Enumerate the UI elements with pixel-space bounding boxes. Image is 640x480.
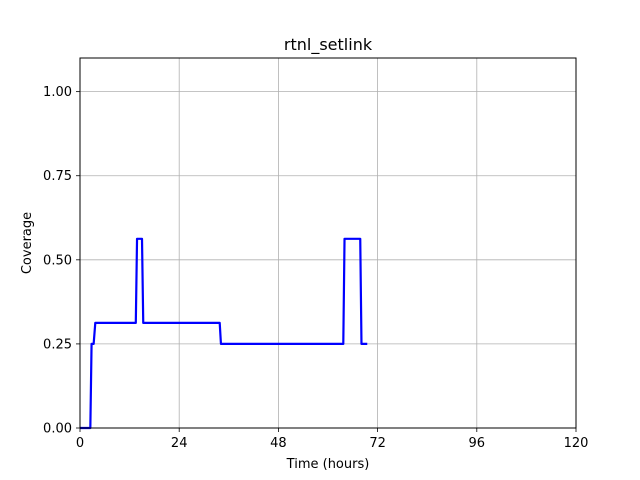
x-axis-label: Time (hours): [286, 457, 370, 472]
x-tick-label-2: 48: [270, 436, 287, 451]
x-tick-label-4: 96: [469, 436, 486, 451]
y-axis-label: Coverage: [20, 212, 35, 274]
y-tick-label-0: 0.00: [43, 422, 72, 437]
chart-title: rtnl_setlink: [284, 35, 373, 55]
plot-frame: [79, 57, 577, 429]
coverage-line-0: [80, 237, 368, 430]
series-layer: [80, 237, 368, 430]
y-tick-label-4: 1.00: [43, 85, 72, 100]
y-axis: 0.00 0.25 0.50 0.75 1.00: [43, 85, 80, 437]
x-tick-label-1: 24: [171, 436, 188, 451]
y-tick-label-2: 0.50: [43, 253, 72, 268]
x-axis: 0 24 48 72 96 120: [76, 428, 589, 451]
x-tick-label-0: 0: [76, 436, 84, 451]
x-tick-label-3: 72: [369, 436, 386, 451]
y-tick-label-1: 0.25: [43, 337, 72, 352]
y-tick-label-3: 0.75: [43, 169, 72, 184]
x-tick-label-5: 120: [564, 436, 589, 451]
